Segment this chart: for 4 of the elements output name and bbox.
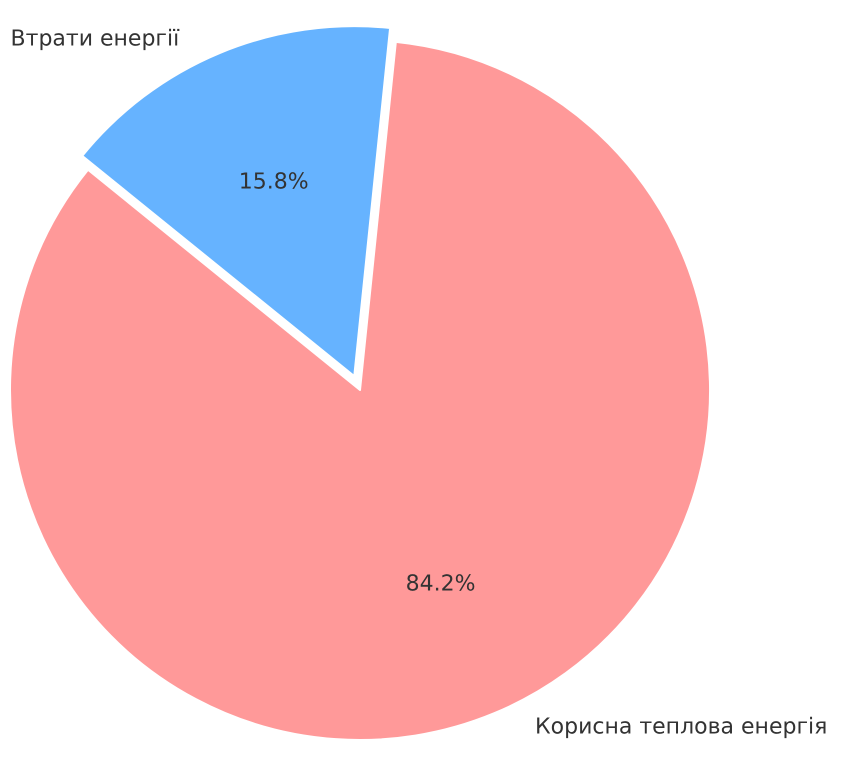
slice-label: Втрати енергії [10, 26, 180, 52]
data-label: 15.8% [238, 170, 309, 195]
data-label: 84.2% [406, 571, 476, 596]
slice-label: Корисна теплова енергія [535, 714, 828, 740]
